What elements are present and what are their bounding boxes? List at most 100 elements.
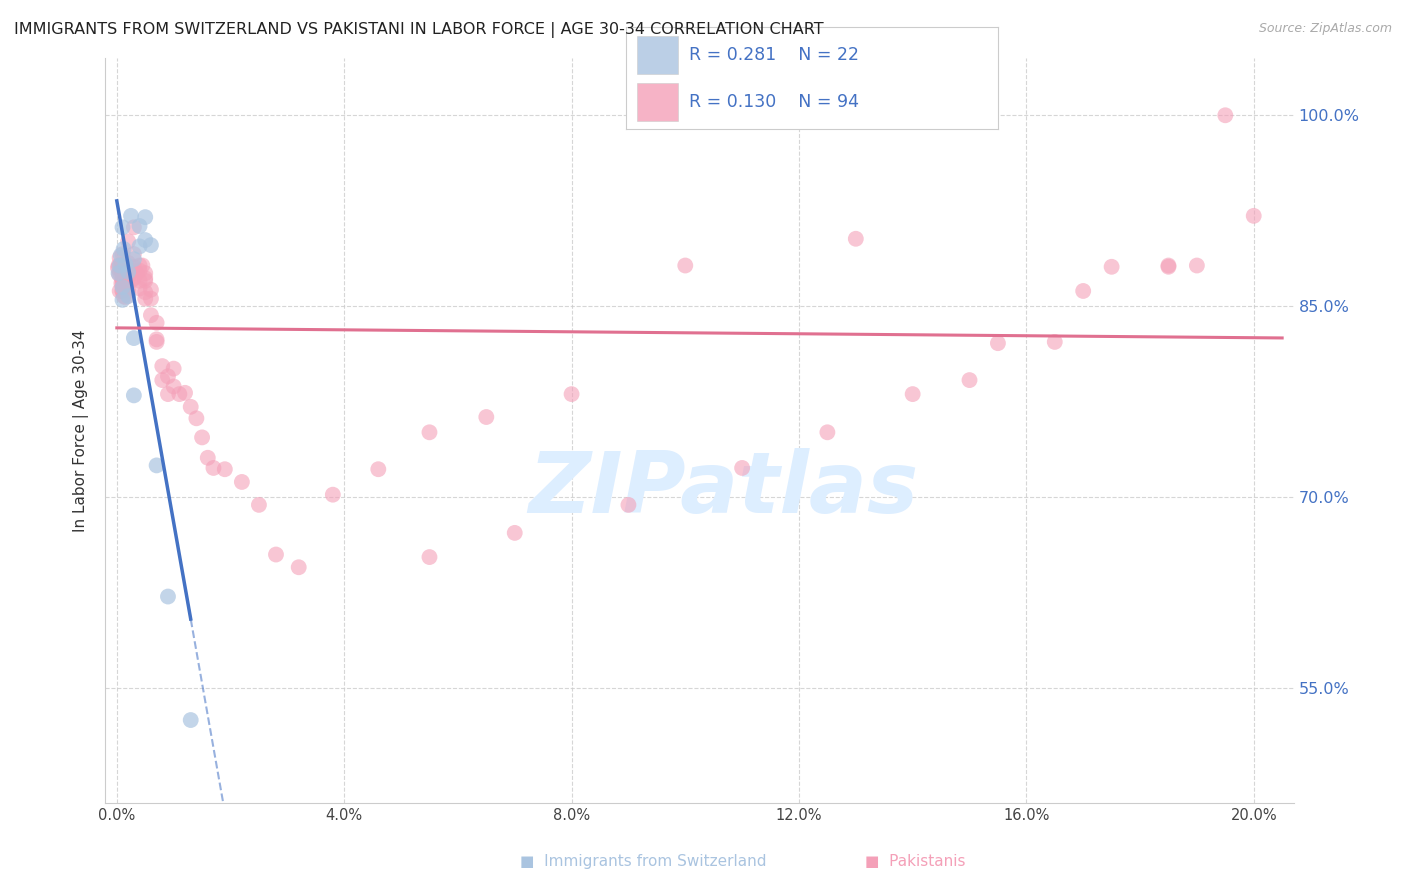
Point <box>118 268 141 282</box>
Point <box>174 385 197 400</box>
Point <box>987 336 1010 351</box>
Point <box>1243 209 1265 223</box>
Point <box>117 271 139 285</box>
Point <box>108 251 131 265</box>
Point <box>107 266 129 280</box>
Point <box>111 265 134 279</box>
Point <box>156 590 179 604</box>
FancyBboxPatch shape <box>637 36 678 74</box>
Point <box>114 257 136 271</box>
Point <box>111 220 134 235</box>
Point <box>115 277 138 291</box>
Point <box>1157 259 1180 273</box>
Point <box>128 239 150 253</box>
Point <box>122 252 145 267</box>
Point <box>111 266 134 280</box>
Point <box>117 284 139 298</box>
Point <box>112 268 135 282</box>
Point <box>111 259 134 273</box>
Point <box>169 387 191 401</box>
Point <box>112 289 135 303</box>
Text: ZIPatlas: ZIPatlas <box>529 449 918 532</box>
Point <box>673 259 696 273</box>
Point <box>122 331 145 345</box>
Point <box>112 242 135 256</box>
Point <box>111 293 134 307</box>
Point <box>1043 334 1066 349</box>
Point <box>418 425 440 440</box>
Point <box>110 266 132 280</box>
Point <box>134 285 156 300</box>
Point <box>122 220 145 235</box>
Point <box>139 308 162 322</box>
Point <box>111 247 134 261</box>
Point <box>617 498 640 512</box>
Point <box>163 379 186 393</box>
Y-axis label: In Labor Force | Age 30-34: In Labor Force | Age 30-34 <box>73 329 90 532</box>
Point <box>247 498 270 512</box>
Point <box>139 283 162 297</box>
Point <box>134 233 156 247</box>
Point <box>134 266 156 280</box>
Point <box>180 400 202 414</box>
Point <box>156 387 179 401</box>
Point <box>845 232 868 246</box>
Point <box>475 410 498 425</box>
Point <box>108 259 131 273</box>
Point <box>287 560 309 574</box>
Point <box>128 274 150 288</box>
Point <box>264 548 287 562</box>
Point <box>128 263 150 277</box>
Point <box>145 334 167 349</box>
Point <box>122 271 145 285</box>
Point <box>1101 260 1123 274</box>
Point <box>108 268 131 282</box>
Point <box>156 369 179 384</box>
Point <box>1213 108 1236 122</box>
Point <box>150 359 173 373</box>
Point <box>134 274 156 288</box>
Point <box>197 450 219 465</box>
Point <box>111 272 134 286</box>
Point <box>117 235 139 249</box>
Point <box>110 248 132 262</box>
Point <box>561 387 583 401</box>
Point <box>214 462 236 476</box>
Point <box>901 387 924 401</box>
Point <box>186 411 208 425</box>
Point <box>107 259 129 273</box>
Point <box>503 525 526 540</box>
Point <box>180 713 202 727</box>
Point <box>111 280 134 294</box>
Point <box>134 292 156 306</box>
Text: ■  Immigrants from Switzerland: ■ Immigrants from Switzerland <box>520 854 766 869</box>
Point <box>117 289 139 303</box>
Point <box>117 262 139 277</box>
Point <box>114 268 136 283</box>
Point <box>163 361 186 376</box>
Point <box>120 209 142 223</box>
Point <box>134 271 156 285</box>
Point <box>134 210 156 224</box>
Point <box>131 259 153 273</box>
Text: R = 0.130    N = 94: R = 0.130 N = 94 <box>689 93 859 112</box>
Point <box>111 277 134 291</box>
FancyBboxPatch shape <box>637 83 678 121</box>
Point <box>139 238 162 252</box>
Point <box>117 256 139 270</box>
Text: Source: ZipAtlas.com: Source: ZipAtlas.com <box>1258 22 1392 36</box>
Text: IMMIGRANTS FROM SWITZERLAND VS PAKISTANI IN LABOR FORCE | AGE 30-34 CORRELATION : IMMIGRANTS FROM SWITZERLAND VS PAKISTANI… <box>14 22 824 38</box>
Point <box>111 259 134 273</box>
Point <box>110 277 132 291</box>
Point <box>145 332 167 346</box>
Point <box>815 425 838 440</box>
Point <box>202 461 225 475</box>
Point <box>111 284 134 298</box>
Point <box>108 284 131 298</box>
Point <box>114 290 136 304</box>
Point <box>1185 259 1208 273</box>
Point <box>107 261 129 276</box>
Point <box>122 260 145 274</box>
Point <box>1071 284 1094 298</box>
Point <box>231 475 253 489</box>
